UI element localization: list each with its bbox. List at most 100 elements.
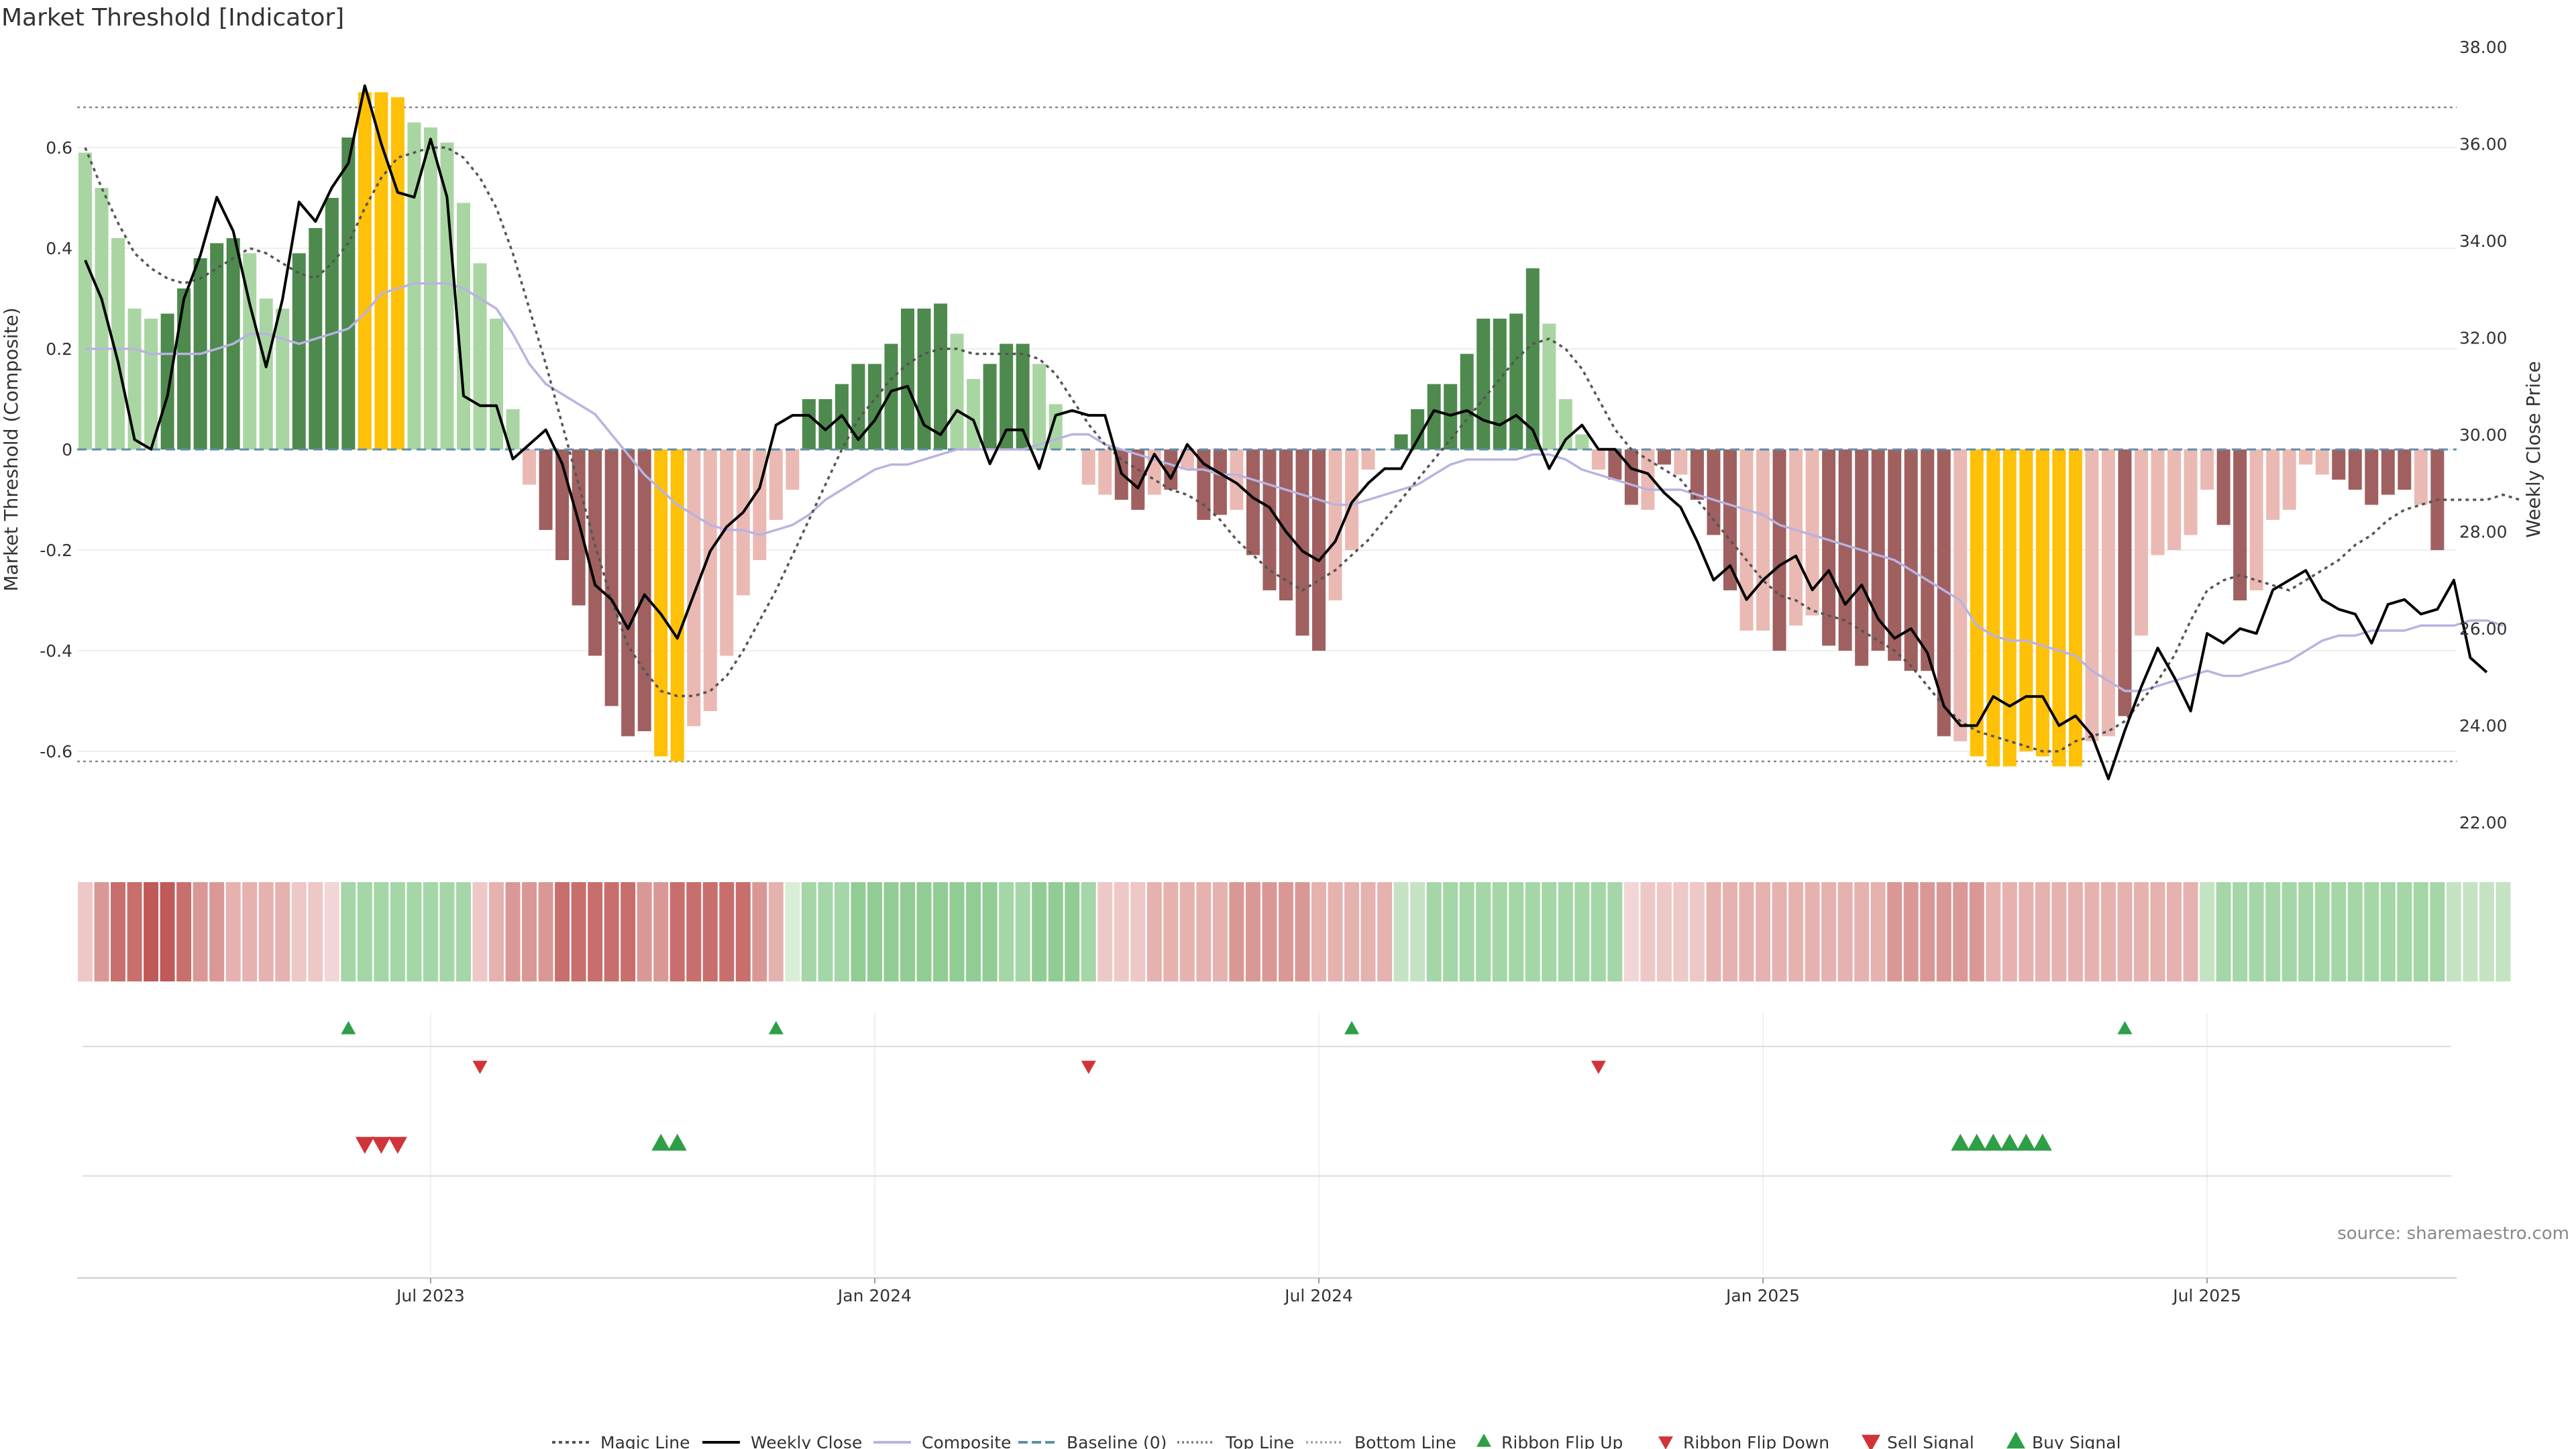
ribbon-cell — [2200, 882, 2215, 981]
bar — [358, 92, 372, 449]
bar — [259, 299, 273, 449]
bar — [2233, 449, 2247, 600]
ribbon-cell — [1870, 882, 1886, 981]
ribbon-cell — [176, 882, 192, 981]
bar — [473, 263, 487, 449]
y-tick-label: 0.4 — [46, 239, 72, 258]
ribbon-cell — [423, 882, 438, 981]
bar — [1657, 449, 1671, 465]
legend-label: Sell Signal — [1887, 1433, 1974, 1449]
x-tick-label: Jan 2025 — [1725, 1286, 1800, 1305]
ribbon-cell — [2479, 882, 2494, 981]
ribbon-cell — [2298, 882, 2314, 981]
ribbon-cell — [2051, 882, 2067, 981]
ribbon-cell — [2249, 882, 2264, 981]
y2-tick-label: 34.00 — [2459, 231, 2508, 251]
bar — [1081, 449, 1095, 485]
bar — [588, 449, 602, 656]
ribbon-cell — [752, 882, 767, 981]
x-tick-label: Jul 2023 — [395, 1286, 465, 1305]
ribbon-cell — [867, 882, 882, 981]
bar — [177, 288, 191, 449]
bar — [1921, 449, 1935, 671]
ribbon-cell — [439, 882, 455, 981]
ribbon-cell — [949, 882, 965, 981]
ribbon-cell — [1969, 882, 1984, 981]
y2-tick-label: 26.00 — [2459, 619, 2508, 639]
ribbon-flip-down-marker — [1081, 1061, 1096, 1074]
y-tick-label: 0 — [62, 440, 72, 460]
bar — [292, 253, 306, 449]
ribbon-cell — [1640, 882, 1656, 981]
ribbon-cell — [324, 882, 339, 981]
ribbon-cell — [308, 882, 323, 981]
legend-label: Bottom Line — [1354, 1433, 1456, 1449]
ribbon-cell — [1065, 882, 1080, 981]
x-tick-label: Jul 2025 — [2171, 1286, 2241, 1305]
bar — [1180, 449, 1194, 470]
ribbon-cell — [258, 882, 274, 981]
bar — [637, 449, 651, 731]
ribbon-cell — [1854, 882, 1870, 981]
bar — [2101, 449, 2115, 737]
bar — [1904, 449, 1918, 671]
y2-tick-label: 28.00 — [2459, 523, 2508, 542]
ribbon-cell — [1821, 882, 1837, 981]
bar — [851, 364, 865, 449]
ribbon-flip-panel — [83, 1021, 2451, 1074]
ribbon-cell — [2183, 882, 2198, 981]
sell-signal-marker — [388, 1136, 407, 1154]
ribbon-cell — [1360, 882, 1376, 981]
ribbon-cell — [1837, 882, 1853, 981]
bar — [1888, 449, 1902, 661]
ribbon-flip-up-marker — [768, 1021, 784, 1034]
ribbon-cell — [1229, 882, 1244, 981]
ribbon-flip-down-marker — [472, 1061, 488, 1074]
ribbon-cell — [94, 882, 109, 981]
ribbon-cell — [1081, 882, 1096, 981]
ribbon-cell — [1377, 882, 1393, 981]
y-tick-label: 0.2 — [46, 339, 72, 359]
ribbon-cell — [1558, 882, 1573, 981]
x-tick-label: Jul 2024 — [1283, 1286, 1353, 1305]
threshold-bars — [78, 92, 2445, 767]
bar — [539, 449, 553, 530]
ribbon-cell — [2150, 882, 2165, 981]
bar — [901, 309, 914, 449]
bar — [127, 309, 142, 449]
ribbon-cell — [1476, 882, 1491, 981]
bar — [1739, 449, 1754, 631]
ribbon-cell — [2134, 882, 2149, 981]
ribbon-cell — [1788, 882, 1804, 981]
ribbon-cell — [1311, 882, 1326, 981]
bar — [2167, 449, 2182, 550]
bar — [1477, 319, 1491, 449]
ribbon-cell — [1887, 882, 1902, 981]
bar — [1016, 343, 1030, 449]
ribbon-cell — [2216, 882, 2231, 981]
y2-tick-label: 30.00 — [2459, 425, 2508, 445]
ribbon-cell — [2117, 882, 2133, 981]
ribbon-cell — [1936, 882, 1951, 981]
x-tick-label: Jan 2024 — [837, 1286, 912, 1305]
bar — [2118, 449, 2132, 716]
bar — [1246, 449, 1260, 555]
bar — [670, 449, 684, 761]
ribbon-cell — [357, 882, 372, 981]
bar — [786, 449, 800, 490]
y2-axis-label: Weekly Close Price — [2522, 361, 2544, 537]
ribbon-cell — [1179, 882, 1195, 981]
bar — [111, 238, 125, 449]
ribbon-cell — [966, 882, 981, 981]
ribbon-cell — [785, 882, 800, 981]
ribbon-cell — [1443, 882, 1458, 981]
composite-line — [85, 282, 2504, 692]
bar — [1263, 449, 1277, 590]
bar — [2398, 449, 2412, 490]
bar — [2299, 449, 2313, 465]
ribbon-cell — [1673, 882, 1688, 981]
ribbon-cell — [571, 882, 586, 981]
legend-swatch — [2006, 1432, 2025, 1449]
ribbon-cell — [982, 882, 998, 981]
ribbon-cell — [1706, 882, 1721, 981]
